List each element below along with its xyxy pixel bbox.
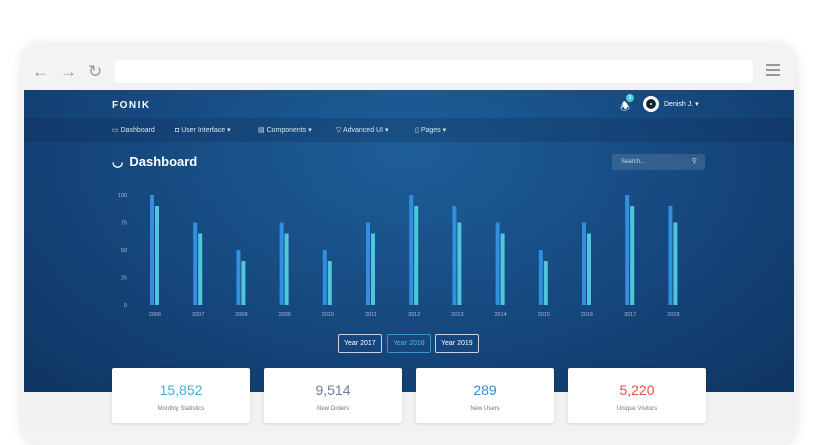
main-menu: ▭ Dashboard ◘ User Interface ▾ ▤ Compone… [24,118,794,142]
stat-card-monthly-statistics: 15,852 Monthly Statistics [112,368,250,423]
x-tick-label: 2016 [581,312,593,318]
bar-series-1-2015 [538,250,543,305]
arrow-left-icon[interactable]: ← [32,62,49,81]
x-tick-label: 2015 [538,312,550,318]
y-tick-label: 75 [121,221,127,227]
x-tick-label: 2014 [494,312,506,318]
menu-label: Pages ▾ [420,127,447,134]
bar-series-2-2006 [155,206,159,305]
pages-icon: ▯ [415,127,419,134]
bar-series-1-2006 [150,195,154,305]
year-2018-button[interactable]: Year 2018 [387,334,431,353]
x-tick-label: 2017 [624,312,636,318]
y-tick-label: 0 [124,303,127,309]
bar-series-2-2007 [198,233,203,305]
bar-series-1-2009 [279,222,284,305]
bar-series-1-2011 [366,222,370,305]
page-title-text: Dashboard [129,154,198,169]
menu-label: Components ▾ [266,127,312,134]
page-title: ◡ Dashboard [112,154,203,170]
menu-item-user-interface[interactable]: ◘ User Interface ▾ [175,126,231,134]
address-bar[interactable] [115,60,753,83]
reload-icon[interactable]: ↻ [88,62,103,81]
bar-series-1-2016 [582,222,586,305]
bar-series-1-2013 [452,206,457,305]
bar-series-2-2018 [673,222,678,305]
diamond-icon: ▽ [336,127,342,134]
stat-value: 289 [473,382,497,398]
bar-series-2-2015 [543,261,548,305]
components-icon: ▤ [258,127,265,134]
x-tick-label: 2008 [235,312,247,318]
stat-card-new-orders: 9,514 New Orders [264,368,402,423]
x-tick-label: 2012 [408,312,420,318]
search-input[interactable]: Search... ⚲ [612,154,705,170]
stat-value: 9,514 [315,382,351,398]
x-tick-label: 2011 [365,312,377,318]
bar-series-2-2014 [500,233,505,305]
menu-item-dashboard[interactable]: ▭ Dashboard [112,126,155,134]
bar-series-2-2017 [630,206,635,305]
app: FONIK 🕭︎ 5 Denish J. ▾ ▭ Dashboard ◘ Use… [24,90,794,392]
notification-badge: 5 [626,94,634,102]
speedometer-icon: ◡ [112,154,124,169]
y-tick-label: 50 [121,248,127,254]
y-tick-label: 100 [118,193,127,199]
bar-series-2-2009 [284,233,289,305]
bar-series-2-2012 [414,206,419,305]
monitor-icon: ▭ [112,127,119,134]
x-tick-label: 2010 [322,312,334,318]
menu-item-pages[interactable]: ▯ Pages ▾ [415,126,446,134]
year-2017-button[interactable]: Year 2017 [338,334,382,353]
x-tick-label: 2009 [278,312,290,318]
stat-label: Monthly Statistics [157,406,205,412]
user-menu[interactable]: Denish J. ▾ [664,101,699,108]
x-tick-label: 2018 [667,312,679,318]
x-tick-label: 2013 [451,312,463,318]
stat-value: 15,852 [159,382,203,398]
bar-series-2-2010 [327,261,332,305]
bar-series-2-2013 [457,222,462,305]
y-tick-label: 25 [121,276,127,282]
menu-item-components[interactable]: ▤ Components ▾ [258,126,312,134]
stat-label: Unique Visitors [616,406,658,412]
bar-series-1-2010 [322,250,327,305]
bar-series-1-2007 [193,222,198,305]
bar-series-1-2017 [625,195,630,305]
x-tick-label: 2007 [192,312,204,318]
bar-chart: 0 25 50 75 100 2006 2007 2008 2009 2010 2011 2012 20… [118,193,680,318]
search-icon[interactable]: ⚲ [691,158,697,165]
bar-series-1-2012 [409,195,414,305]
bar-series-1-2008 [236,250,241,305]
bar-series-1-2014 [495,222,500,305]
search-placeholder: Search... [621,159,646,165]
avatar[interactable] [643,96,659,112]
stat-card-new-users: 289 New Users [416,368,554,423]
bar-series-1-2018 [668,206,673,305]
briefcase-icon: ◘ [175,127,180,134]
menu-item-advanced-ui[interactable]: ▽ Advanced UI ▾ [336,126,389,134]
menu-label: Advanced UI ▾ [342,127,389,134]
arrow-right-icon[interactable]: → [60,62,77,81]
stat-value: 5,220 [619,382,655,398]
brand-logo[interactable]: FONIK [112,100,151,111]
stat-label: New Users [470,406,500,412]
menu-label: User Interface ▾ [181,127,231,134]
bar-series-2-2011 [371,233,375,305]
stat-card-unique-visitors: 5,220 Unique Visitors [568,368,706,423]
bell-icon[interactable]: 🕭︎ [620,101,630,113]
year-2019-button[interactable]: Year 2019 [435,334,479,353]
hamburger-icon[interactable] [766,64,780,79]
bar-series-2-2016 [587,233,591,305]
x-tick-label: 2006 [149,312,161,318]
menu-label: Dashboard [120,127,155,134]
stat-label: New Orders [316,406,349,412]
bar-series-2-2008 [241,261,246,305]
